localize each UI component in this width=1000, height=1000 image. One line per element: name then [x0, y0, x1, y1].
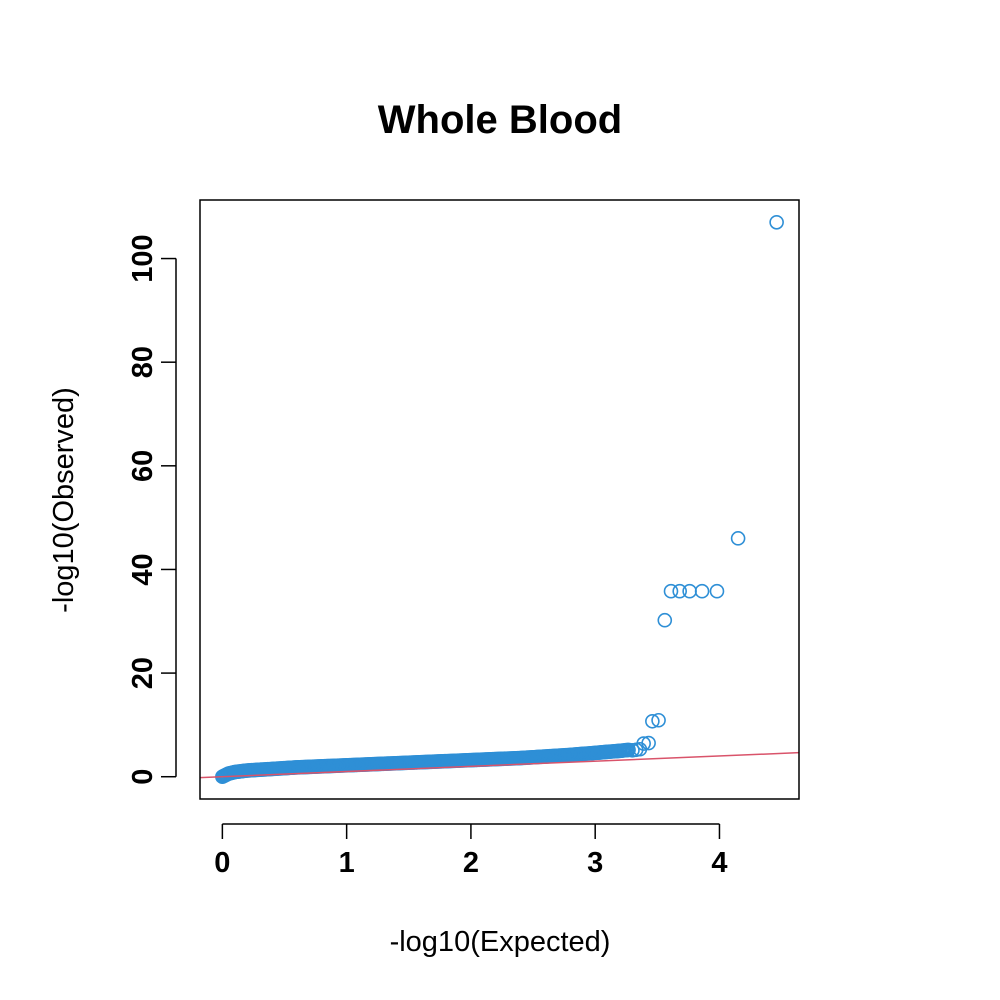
- y-tick-label: 40: [127, 553, 159, 585]
- y-axis: 0 20 40 60 80 100: [127, 234, 177, 785]
- x-axis-label: -log10(Expected): [390, 926, 611, 958]
- data-point: [641, 735, 656, 751]
- chart-title: Whole Blood: [378, 98, 622, 142]
- y-tick-label: 60: [127, 450, 159, 482]
- data-point: [651, 712, 666, 728]
- x-tick-label: 2: [463, 847, 479, 879]
- data-point: [657, 612, 673, 628]
- reference-line: [200, 751, 799, 779]
- data-point: [709, 583, 725, 599]
- y-tick-label: 80: [127, 346, 159, 378]
- data-point: [682, 583, 697, 599]
- data-point: [672, 583, 687, 599]
- y-axis-label: -log10(Observed): [48, 387, 80, 613]
- x-axis: 0 1 2 3 4: [214, 823, 728, 879]
- data-point: [694, 583, 710, 599]
- data-point: [663, 583, 679, 599]
- y-tick-label: 20: [127, 657, 159, 689]
- data-point: [730, 531, 746, 546]
- plot-frame: [199, 199, 800, 800]
- data-point: [769, 214, 784, 230]
- x-tick-label: 1: [339, 847, 355, 879]
- x-tick-label: 4: [711, 847, 727, 879]
- y-tick-label: 100: [127, 234, 159, 282]
- y-tick-label: 0: [127, 769, 159, 785]
- x-tick-label: 3: [587, 847, 603, 879]
- data-point: [636, 736, 651, 751]
- data-point: [645, 713, 660, 729]
- x-tick-label: 0: [214, 847, 230, 879]
